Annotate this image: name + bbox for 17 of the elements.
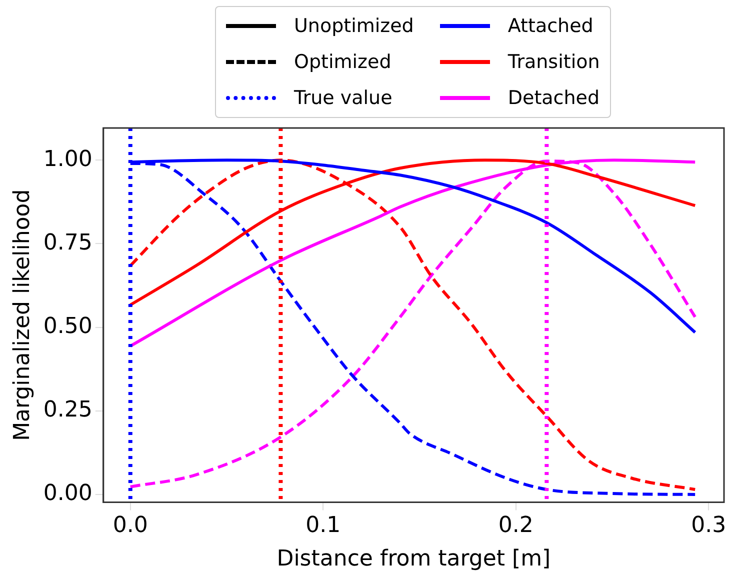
y-tick-label: 0.50 [43,314,92,340]
x-tick-label: 0.0 [112,513,148,538]
x-tick-label: 0.1 [306,513,341,538]
legend-label: Attached [508,15,594,37]
x-tick-label: 0.3 [691,513,726,538]
y-tick-label: 1.00 [43,146,92,172]
y-tick-label: 0.25 [43,398,92,423]
legend-label: Transition [508,51,600,73]
legend-label: True value [294,87,392,109]
text: Unoptimized [294,15,414,37]
y-axis-title: Marginalized likelihood [10,189,35,441]
y-tick-label: 0.00 [43,481,92,506]
x-axis-title: Distance from target [m] [276,546,551,572]
text: Optimized [294,51,392,73]
x-tick-label: 0.2 [498,513,534,538]
legend-label: Detached [508,87,600,109]
y-tick-label: 0.75 [43,230,92,256]
